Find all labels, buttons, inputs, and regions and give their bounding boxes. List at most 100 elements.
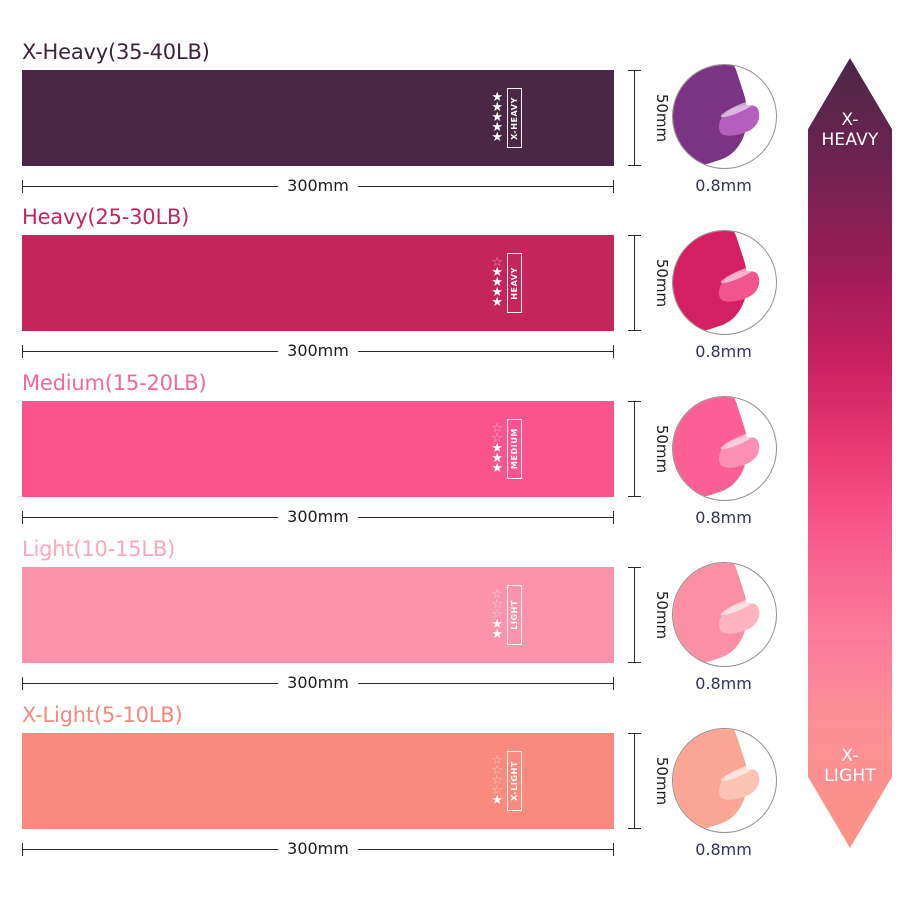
dimension-tick-right <box>613 180 614 193</box>
star-filled-icon: ★ <box>491 109 503 125</box>
mark-box: HEAVY <box>507 253 522 313</box>
thickness-label: 0.8mm <box>695 840 752 859</box>
arrow-body <box>808 58 892 848</box>
star-filled-icon: ★ <box>491 99 503 115</box>
length-dimension: 300mm <box>22 839 614 861</box>
star-filled-icon: ★ <box>491 274 503 290</box>
dimension-line <box>634 70 635 166</box>
dimension-tick-bottom <box>628 828 641 829</box>
arrow-label-bottom-line1: X- <box>841 746 859 766</box>
star-empty-icon: ☆ <box>491 762 503 778</box>
mark-label: X-HEAVY <box>510 96 519 140</box>
resistance-gradient-arrow: X- HEAVY X- LIGHT <box>808 58 892 848</box>
length-dimension: 300mm <box>22 673 614 695</box>
thickness-circle <box>672 728 777 833</box>
dimension-tick-right <box>613 511 614 524</box>
mark-box: X-HEAVY <box>507 88 522 148</box>
dimension-tick-left <box>22 843 23 856</box>
mark-label: HEAVY <box>510 266 519 300</box>
dimension-tick-left <box>22 180 23 193</box>
thickness-circle <box>672 64 777 169</box>
length-label: 300mm <box>278 507 358 527</box>
star-rating: ☆ ☆ ★ ★ ★ <box>491 422 503 477</box>
star-filled-icon: ★ <box>491 120 503 136</box>
arrow-label-bottom: X- LIGHT <box>808 746 892 786</box>
thickness-detail-x-light: 0.8mm <box>664 728 789 859</box>
dimension-tick-left <box>22 345 23 358</box>
dimension-tick-top <box>628 235 641 236</box>
dimension-tick-right <box>613 843 614 856</box>
thickness-label: 0.8mm <box>695 176 752 195</box>
mark-label: LIGHT <box>510 600 519 630</box>
star-rating: ☆ ☆ ☆ ★ ★ <box>491 588 503 643</box>
star-empty-icon: ☆ <box>491 254 503 270</box>
band-title: Light(10-15LB) <box>22 537 176 561</box>
star-empty-icon: ☆ <box>491 772 503 788</box>
band-strip: ☆ ☆ ☆ ★ ★ LIGHT <box>22 567 614 663</box>
thickness-detail-heavy: 0.8mm <box>664 230 789 361</box>
length-label: 300mm <box>278 839 358 859</box>
length-dimension: 300mm <box>22 176 614 198</box>
dimension-tick-top <box>628 70 641 71</box>
band-title: X-Heavy(35-40LB) <box>22 40 210 64</box>
star-filled-icon: ★ <box>491 440 503 456</box>
width-dimension: 50mm <box>624 567 672 663</box>
width-dimension: 50mm <box>624 733 672 829</box>
band-mark: ★ ★ ★ ★ ★ X-HEAVY <box>491 82 522 154</box>
dimension-line <box>634 733 635 829</box>
star-filled-icon: ★ <box>491 461 503 477</box>
thickness-circle <box>672 230 777 335</box>
length-dimension: 300mm <box>22 341 614 363</box>
mark-box: X-LIGHT <box>507 751 522 811</box>
dimension-line <box>634 567 635 663</box>
star-filled-icon: ★ <box>491 264 503 280</box>
star-filled-icon: ★ <box>491 793 503 809</box>
thickness-detail-x-heavy: 0.8mm <box>664 64 789 195</box>
band-title: Heavy(25-30LB) <box>22 205 190 229</box>
band-title: Medium(15-20LB) <box>22 371 207 395</box>
thickness-detail-medium: 0.8mm <box>664 396 789 527</box>
thickness-circle <box>672 562 777 667</box>
width-dimension: 50mm <box>624 401 672 497</box>
star-filled-icon: ★ <box>491 89 503 105</box>
band-mark: ☆ ☆ ☆ ★ ★ LIGHT <box>491 579 522 651</box>
star-rating: ★ ★ ★ ★ ★ <box>491 89 503 146</box>
band-strip: ☆ ★ ★ ★ ★ HEAVY <box>22 235 614 331</box>
dimension-line <box>634 401 635 497</box>
band-mark: ☆ ☆ ★ ★ ★ MEDIUM <box>491 413 522 485</box>
star-filled-icon: ★ <box>491 627 503 643</box>
dimension-tick-right <box>613 345 614 358</box>
dimension-line <box>634 235 635 331</box>
dimension-tick-bottom <box>628 496 641 497</box>
dimension-tick-left <box>22 677 23 690</box>
dimension-tick-top <box>628 401 641 402</box>
length-label: 300mm <box>278 341 358 361</box>
band-strip: ☆ ☆ ★ ★ ★ MEDIUM <box>22 401 614 497</box>
arrow-label-top-line1: X- <box>841 110 859 130</box>
band-title: X-Light(5-10LB) <box>22 703 183 727</box>
star-rating: ☆ ☆ ☆ ☆ ★ <box>491 752 503 809</box>
dimension-tick-left <box>22 511 23 524</box>
band-mark: ☆ ★ ★ ★ ★ HEAVY <box>491 247 522 319</box>
mark-label: X-LIGHT <box>510 761 519 801</box>
star-filled-icon: ★ <box>491 617 503 633</box>
dimension-tick-bottom <box>628 330 641 331</box>
dimension-tick-top <box>628 733 641 734</box>
star-filled-icon: ★ <box>491 285 503 301</box>
mark-label: MEDIUM <box>510 428 519 470</box>
star-empty-icon: ☆ <box>491 606 503 622</box>
arrow-label-bottom-line2: LIGHT <box>824 766 876 786</box>
arrow-label-top-line2: HEAVY <box>821 130 879 150</box>
mark-box: MEDIUM <box>507 419 522 479</box>
thickness-label: 0.8mm <box>695 342 752 361</box>
thickness-detail-light: 0.8mm <box>664 562 789 693</box>
star-filled-icon: ★ <box>491 130 503 146</box>
star-rating: ☆ ★ ★ ★ ★ <box>491 254 503 310</box>
length-dimension: 300mm <box>22 507 614 529</box>
band-strip: ★ ★ ★ ★ ★ X-HEAVY <box>22 70 614 166</box>
arrow-label-top: X- HEAVY <box>808 110 892 150</box>
star-empty-icon: ☆ <box>491 752 503 768</box>
width-dimension: 50mm <box>624 235 672 331</box>
thickness-circle <box>672 396 777 501</box>
